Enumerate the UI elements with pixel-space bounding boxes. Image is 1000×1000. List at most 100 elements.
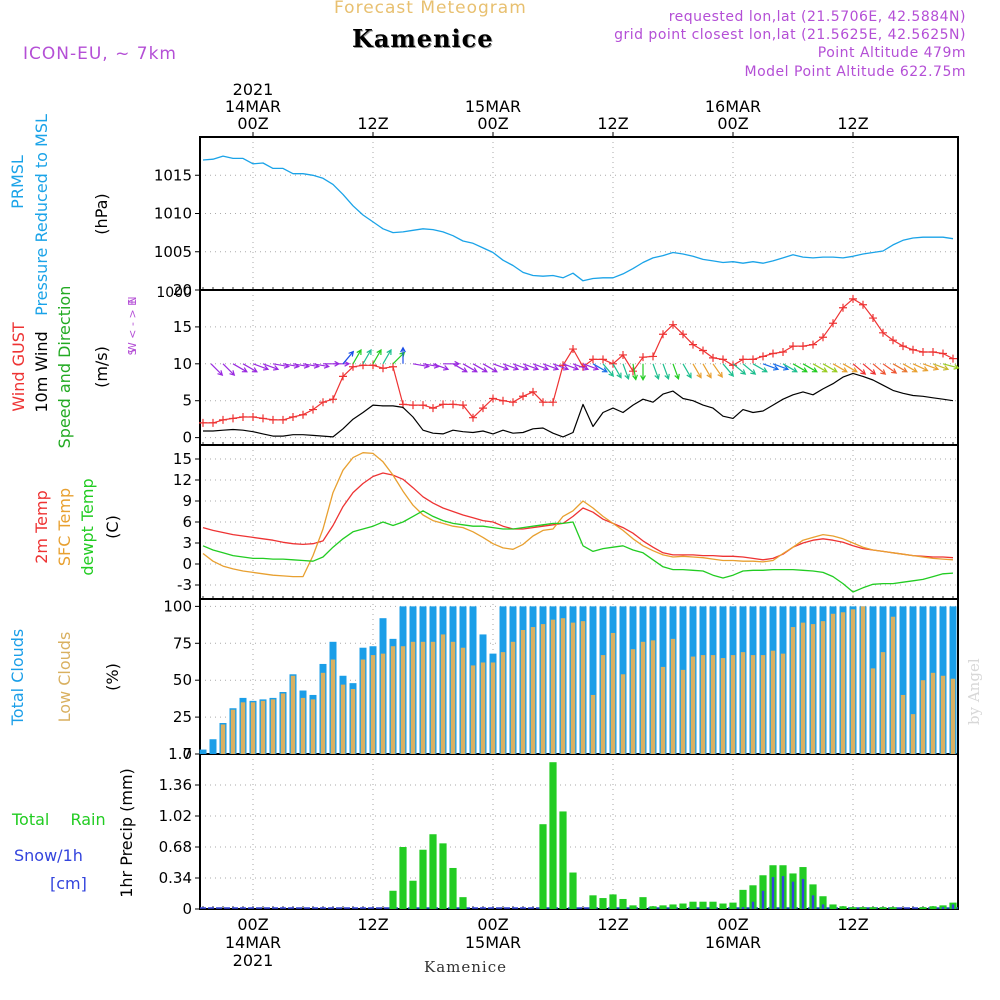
wind-gust-marker — [279, 415, 287, 424]
wind-gust-marker — [369, 361, 377, 370]
rain-bar — [559, 811, 567, 909]
low-cloud-bar — [560, 618, 566, 754]
low-cloud-bar — [700, 655, 706, 754]
wind-direction-arrow — [333, 360, 351, 367]
wind-gust-marker — [439, 400, 447, 409]
low-cloud-bar — [900, 694, 906, 754]
snow-unit-label: [cm] — [50, 874, 87, 893]
wind-gust-marker — [669, 320, 677, 329]
temperature-ytick-label: 6 — [182, 513, 192, 531]
wind-direction-arrow — [852, 363, 867, 375]
wind-direction-arrow — [400, 346, 406, 364]
precipitation-ytick-label: 0 — [182, 900, 192, 918]
low-cloud-bar — [280, 693, 286, 754]
temperature-ytick-label: 12 — [173, 471, 192, 489]
wind-direction-arrow — [902, 363, 918, 373]
rain-bar — [689, 901, 697, 909]
wind-direction-arrow — [792, 363, 808, 373]
location-title: Kamenice — [352, 24, 494, 53]
snow-bar — [801, 878, 805, 909]
rain-bar — [829, 904, 837, 909]
low-cloud-bar — [360, 659, 366, 754]
wind-gust-marker — [649, 352, 657, 361]
low-cloud-bar — [880, 652, 886, 754]
rain-bar — [849, 907, 857, 909]
rain-bar — [629, 905, 637, 909]
wind-direction-arrow — [382, 348, 392, 365]
clouds-unit-label: (%) — [103, 663, 122, 691]
low-cloud-bar — [400, 646, 406, 754]
low-cloud-bar — [410, 641, 416, 754]
wind-direction-arrow — [732, 363, 747, 375]
top-time-label: 15MAR — [465, 97, 521, 116]
wind-gust-marker — [589, 355, 597, 364]
temperature-ytick-label: -3 — [177, 576, 192, 594]
rain-bar — [439, 843, 447, 909]
rain-bar — [919, 907, 927, 909]
rain-bar — [859, 907, 867, 909]
wind-gust-marker — [779, 348, 787, 356]
low-cloud-bar — [380, 653, 386, 754]
snow-bar — [741, 907, 745, 909]
low-cloud-bar — [220, 724, 226, 754]
wind-gust-label: Wind GUST — [9, 322, 28, 412]
wind-gust-marker — [219, 415, 227, 424]
snow-bar — [951, 904, 955, 909]
top-time-label: 12Z — [597, 114, 628, 133]
wind-direction-arrow — [232, 363, 248, 373]
wind-gust-marker — [459, 401, 467, 410]
low-cloud-bar — [550, 619, 556, 754]
top-time-label: 00Z — [237, 114, 268, 133]
total-cloud-bar — [209, 739, 217, 754]
wind-direction-arrow — [652, 363, 660, 381]
wind-gust-marker — [869, 314, 877, 323]
wind-direction-arrow — [762, 363, 780, 371]
wind-direction-arrow — [842, 363, 858, 373]
wind-gust-marker — [879, 328, 887, 337]
low-cloud-bar — [490, 662, 496, 754]
temp-2m-line — [202, 472, 954, 561]
wind-unit-label: (m/s) — [92, 346, 111, 388]
low-cloud-bar — [230, 709, 236, 754]
sfc-temp-label: SFC Temp — [55, 488, 74, 566]
wind-gust-marker — [679, 330, 687, 339]
wind-direction-arrow — [432, 363, 450, 371]
wind-gust-marker — [249, 412, 257, 421]
low-clouds-label: Low Clouds — [55, 632, 74, 723]
wind-gust-marker — [719, 355, 727, 364]
bottom-time-label: 00Z — [717, 915, 748, 934]
total-cloud-bar — [199, 749, 207, 754]
rain-bar — [539, 824, 547, 909]
clouds-ytick-label: 75 — [173, 634, 192, 652]
wind-direction-arrow — [692, 363, 702, 379]
wind-gust-marker — [509, 398, 517, 407]
wind-gust-marker — [789, 342, 797, 351]
footer-location: Kamenice — [424, 958, 507, 976]
wind-gust-marker — [659, 330, 667, 339]
point-altitude: Point Altitude 479m — [817, 45, 966, 61]
clouds-ytick-label: 0 — [182, 745, 192, 763]
rain-bar — [589, 895, 597, 909]
low-cloud-bar — [390, 646, 396, 754]
low-cloud-bar — [630, 649, 636, 754]
compass-west-east-label: W < - > E — [126, 299, 139, 353]
wind-direction-arrow — [362, 348, 372, 365]
wind-gust-marker — [769, 349, 777, 358]
wind-gust-marker — [819, 333, 827, 342]
wind-direction-arrow — [832, 363, 848, 373]
low-cloud-bar — [670, 638, 676, 754]
wind-direction-arrow — [812, 363, 828, 373]
pressure-ytick-label: 1015 — [154, 166, 192, 184]
wind-gust-marker — [919, 348, 927, 356]
wind-direction-arrow — [542, 363, 560, 371]
rain-bar — [399, 847, 407, 909]
temp-2m-label: 2m Temp — [32, 490, 51, 564]
rain-bar — [639, 897, 647, 909]
low-cloud-bar — [730, 655, 736, 754]
low-cloud-bar — [710, 655, 716, 754]
top-time-label: 12Z — [837, 114, 868, 133]
wind-gust-marker — [269, 415, 277, 424]
temp-unit-label: (C) — [103, 515, 122, 539]
wind-speed-label: 10m Wind — [32, 331, 51, 412]
